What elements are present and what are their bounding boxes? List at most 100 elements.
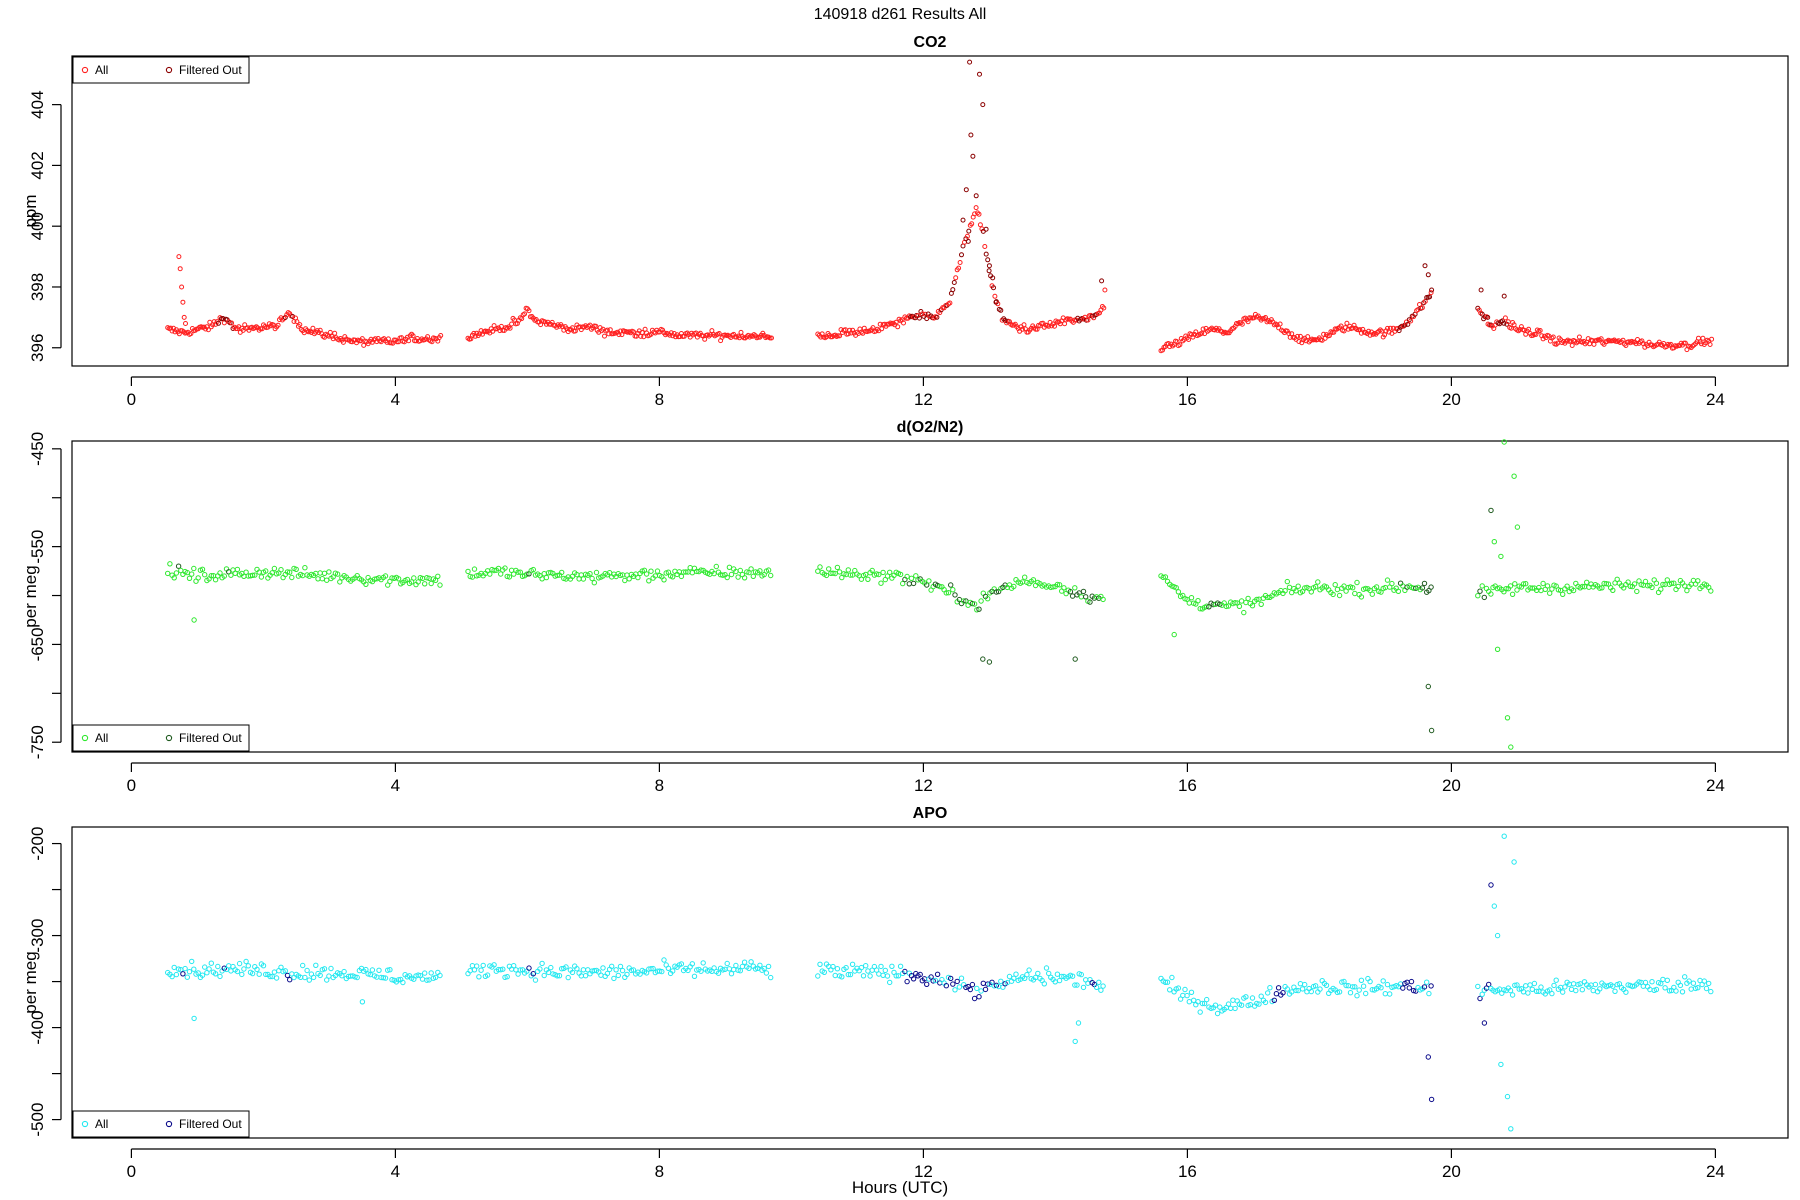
data-point [249,572,256,578]
data-point [1013,971,1019,977]
data-point [504,573,510,580]
filtered-point [1478,287,1484,293]
data-point [181,314,187,320]
data-point [1614,576,1620,582]
data-point [761,965,767,972]
co2-y-tick-label: 402 [28,151,47,179]
legend-marker [165,1120,173,1128]
do2n2-x-tick-label: 16 [1178,776,1197,795]
data-point [1649,979,1655,985]
data-point [1102,287,1108,293]
data-point [1540,580,1546,587]
filtered-point [950,981,956,987]
data-point [832,972,838,979]
data-point [1284,986,1291,992]
filtered-point [1479,311,1485,317]
filtered-point [977,71,982,77]
data-point [415,972,421,978]
data-point [1197,1009,1203,1015]
filtered-point [1501,293,1507,299]
data-point [1502,315,1508,321]
data-point [1352,590,1358,597]
data-point [258,574,265,580]
data-point [263,971,269,978]
filtered-point [1273,991,1280,997]
data-point [186,969,193,975]
co2-y-axis-label: ppm [21,194,40,227]
data-point [1707,342,1713,347]
data-point [1305,334,1311,340]
data-point [689,961,695,967]
data-point [1610,587,1616,593]
legend-marker [165,66,173,74]
data-point [1526,326,1532,332]
data-point [1508,744,1514,750]
data-point [748,566,754,572]
do2n2-panel: d(O2/N2) per meg 0 4 8 12 16 20 24 -450 -550 -650 -7… [21,419,1789,795]
data-point [763,970,770,976]
data-point [513,967,519,973]
figure-suptitle: 140918 d261 Results All [814,6,987,23]
data-point [321,966,328,972]
data-point [239,971,245,978]
data-point [908,575,915,581]
data-point [1343,982,1349,989]
data-point [539,960,545,967]
data-point [978,598,984,604]
data-point [1043,965,1050,971]
data-point [1649,584,1655,591]
data-point [411,575,417,581]
data-point [926,578,932,584]
data-point [1321,331,1327,337]
data-point [217,973,223,980]
data-point [195,970,201,976]
data-point [1011,583,1017,590]
co2-x-tick-label: 16 [1178,390,1197,409]
legend-label: Filtered Out [179,731,242,745]
data-point [245,963,252,969]
data-point [474,573,480,579]
data-point [275,322,281,328]
data-point [1408,318,1414,324]
do2n2-legend: All Filtered Out [72,724,250,752]
data-point [554,324,560,330]
data-point [643,970,650,976]
data-point [582,973,589,979]
data-point [1162,979,1169,985]
data-point [340,339,346,345]
data-point [728,571,735,578]
data-point [607,327,613,333]
data-point [569,969,576,976]
co2-legend-box [72,56,250,84]
data-point [1214,1010,1221,1017]
data-point [302,565,308,571]
data-point [1160,574,1166,581]
data-point [757,962,763,968]
data-point [1277,321,1283,327]
data-point [228,572,234,578]
data-point [1673,988,1679,994]
do2n2-x-tick-label: 8 [655,776,664,795]
data-point [361,342,367,348]
co2-x-tick-label: 24 [1706,390,1725,409]
data-point [1262,999,1269,1006]
co2-y-tick-label: 398 [28,273,47,301]
data-point [884,973,891,979]
data-point [278,964,284,970]
data-point [1627,583,1634,589]
data-point [313,962,319,968]
data-point [191,966,197,972]
data-point [502,974,508,980]
data-point [1612,988,1618,994]
data-point [1491,539,1498,545]
filtered-point [220,316,226,321]
data-point [1695,985,1701,991]
do2n2-x-tick-label: 24 [1706,776,1725,795]
filtered-point [951,280,957,285]
filtered-point [954,978,960,985]
data-point [1056,977,1063,984]
filtered-point [966,228,972,234]
data-point [1258,601,1264,607]
data-point [845,567,851,573]
apo-title: APO [913,805,948,822]
